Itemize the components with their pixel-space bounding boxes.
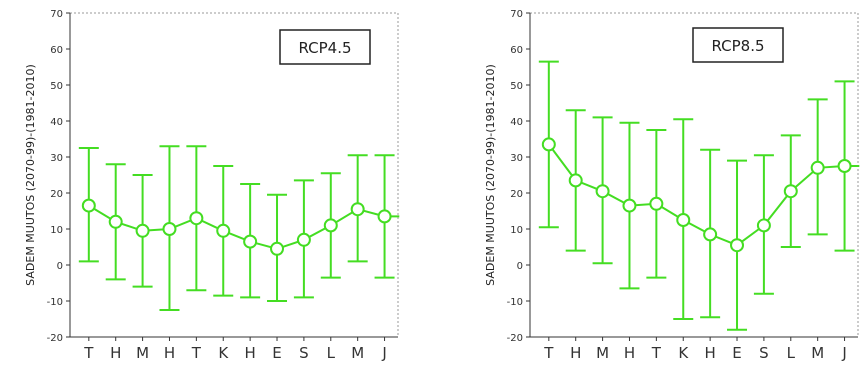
legend-label: RCP8.5 (711, 37, 764, 55)
x-tick-label: K (218, 344, 229, 362)
x-tick-label: H (110, 344, 121, 362)
data-point (350, 202, 365, 217)
y-tick-label: 40 (510, 117, 523, 128)
x-tick-label: J (841, 344, 846, 362)
data-point (595, 184, 610, 199)
y-tick-label: 70 (50, 9, 63, 20)
y-tick-label: -20 (507, 333, 523, 344)
chart-panel-2: -20 -10 0 10 20 30 40 50 60 70 SADEM MUUTOS (2070-… (484, 9, 860, 362)
data-point (703, 227, 718, 242)
y-tick-label: 50 (50, 81, 63, 92)
x-tick-label: M (351, 344, 364, 362)
y-tick-label: 60 (510, 45, 523, 56)
y-tick-label: -20 (47, 333, 63, 344)
data-point (296, 232, 311, 247)
y-axis-title: SADEM MUUTOS (2070-99)-(1981-2010) (24, 64, 37, 286)
y-tick-label: 0 (57, 261, 63, 272)
data-point (270, 241, 285, 256)
legend: RCP8.5 (692, 27, 784, 63)
data-point (783, 184, 798, 199)
data-point (189, 211, 204, 226)
y-tick-label: 0 (517, 261, 523, 272)
data-point (649, 196, 664, 211)
data-point (162, 222, 177, 236)
x-tick-label: T (191, 344, 202, 362)
x-tick-label: T (543, 344, 554, 362)
data-point (837, 159, 852, 173)
x-tick-label: M (596, 344, 609, 362)
y-tick-label: 10 (510, 225, 523, 236)
x-tick-label: J (381, 344, 386, 362)
x-tick-label: M (136, 344, 149, 362)
data-point (243, 234, 258, 249)
x-tick-label: L (327, 344, 336, 362)
x-tick-label: S (759, 344, 769, 362)
series-1 (538, 60, 860, 331)
y-tick-label: 50 (510, 81, 523, 92)
series-line (547, 143, 860, 247)
data-point (568, 173, 583, 188)
x-tick-label: T (83, 344, 94, 362)
y-tick-label: 20 (50, 189, 63, 200)
x-tick-label: E (732, 344, 741, 362)
x-tick-label: T (651, 344, 662, 362)
y-tick-label: 70 (510, 9, 523, 20)
y-tick-label: -10 (47, 297, 63, 308)
x-tick-label: S (299, 344, 309, 362)
x-tick-label: H (164, 344, 175, 362)
y-tick-label: 30 (510, 153, 523, 164)
chart-panel-1: -20 -10 0 10 20 30 40 50 60 70 SADEM MUUTOS (2070-… (24, 9, 400, 362)
data-point (756, 218, 771, 233)
y-axis-title: SADEM MUUTOS (2070-99)-(1981-2010) (484, 64, 497, 286)
data-point (81, 198, 96, 213)
x-tick-label: L (787, 344, 796, 362)
data-point (541, 137, 556, 152)
x-tick-label: H (704, 344, 715, 362)
x-tick-label: H (624, 344, 635, 362)
data-point (730, 238, 745, 253)
data-point (810, 160, 825, 175)
y-tick-label: -10 (507, 297, 523, 308)
x-tick-label: K (678, 344, 689, 362)
x-tick-label: H (570, 344, 581, 362)
legend-box (692, 27, 784, 63)
y-tick-label: 30 (50, 153, 63, 164)
data-point (323, 218, 338, 233)
data-point (622, 198, 637, 213)
data-point (135, 223, 150, 238)
legend-box (279, 29, 371, 65)
series-1 (78, 145, 400, 311)
x-tick-label: H (244, 344, 255, 362)
legend: RCP4.5 (279, 29, 371, 65)
data-point (108, 214, 123, 229)
data-point (676, 213, 691, 227)
x-tick-label: E (272, 344, 281, 362)
y-tick-label: 10 (50, 225, 63, 236)
y-tick-label: 20 (510, 189, 523, 200)
data-point (216, 223, 231, 238)
x-tick-label: M (811, 344, 824, 362)
data-point (377, 209, 392, 224)
y-tick-label: 40 (50, 117, 63, 128)
y-tick-label: 60 (50, 45, 63, 56)
legend-label: RCP4.5 (298, 39, 351, 57)
